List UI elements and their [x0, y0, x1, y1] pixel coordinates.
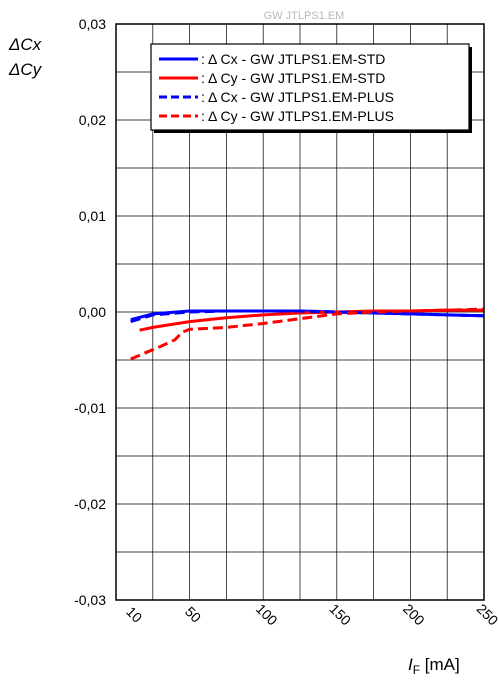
legend-label-2: : Δ Cy - GW JTLPS1.EM-STD: [201, 70, 385, 86]
x-tick-label: 200: [400, 601, 428, 629]
legend-label-1: : Δ Cx - GW JTLPS1.EM-STD: [201, 51, 385, 67]
x-tick-label: 150: [326, 601, 354, 629]
chart-watermark: GW JTLPS1.EM: [264, 10, 345, 22]
series-line-3: [130, 309, 485, 324]
x-axis-label-subscript: F: [413, 663, 420, 677]
y-tick-label: 0,02: [79, 112, 106, 128]
x-tick-label: 50: [182, 603, 204, 625]
x-axis-label-unit: [mA]: [420, 655, 460, 674]
series-line-4: [130, 307, 485, 361]
y-tick-label: 0,01: [79, 208, 106, 224]
y-axis-ticks: 0,03 0,02 0,01 0,00 -0,01 -0,02 -0,03: [74, 16, 106, 608]
y-tick-label: 0,00: [79, 304, 106, 320]
legend-label-4: : Δ Cy - GW JTLPS1.EM-PLUS: [201, 108, 394, 124]
x-tick-label: 10: [123, 603, 145, 625]
y-axis-label-dcy: ΔCy: [8, 60, 43, 79]
series-lines: [130, 307, 485, 361]
y-axis-label-dcx: ΔCx: [8, 35, 42, 54]
legend-box: [150, 43, 470, 131]
x-axis-ticks: 10 50 100 150 200 250: [123, 601, 498, 629]
y-tick-label: 0,03: [79, 16, 106, 32]
y-tick-label: -0,01: [74, 400, 106, 416]
x-tick-label: 250: [474, 601, 498, 629]
plot-frame: [115, 23, 485, 601]
legend-label-3: : Δ Cx - GW JTLPS1.EM-PLUS: [201, 89, 394, 105]
y-tick-label: -0,03: [74, 592, 106, 608]
x-axis-label-symbol: I: [408, 655, 413, 674]
legend: : Δ Cx - GW JTLPS1.EM-STD : Δ Cy - GW JTL…: [150, 43, 472, 133]
x-tick-label: 100: [253, 601, 281, 629]
x-axis-label: IF [mA]: [408, 655, 460, 677]
y-tick-label: -0,02: [74, 496, 106, 512]
